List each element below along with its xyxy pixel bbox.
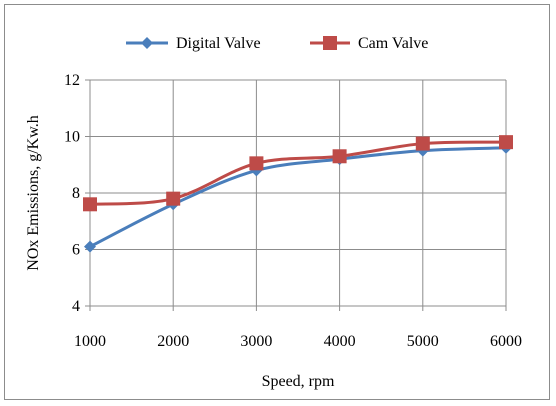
x-tick-label-1000: 1000: [74, 333, 106, 350]
series-layer: [83, 135, 513, 253]
legend-marker-cam-valve: [323, 36, 337, 50]
data-point-cam-valve-5000: [415, 136, 430, 151]
legend-label-cam-valve: Cam Valve: [358, 35, 428, 52]
series-cam-valve: [83, 135, 513, 212]
tick-labels: 4 6 8 10 12 1000 2000 3000 4000 5000 6000: [64, 72, 522, 350]
y-tick-label-6: 6: [72, 242, 80, 259]
y-tick-label-4: 4: [72, 298, 80, 315]
series-line-digital-valve: [89, 146, 507, 249]
legend-item-digital-valve: Digital Valve: [126, 35, 261, 52]
x-axis-title: Speed, rpm: [262, 373, 335, 390]
x-tick-label-6000: 6000: [490, 333, 522, 350]
legend-item-cam-valve: Cam Valve: [310, 35, 428, 52]
y-axis-title: NOx Emissions, g/Kw.h: [25, 115, 42, 270]
data-point-cam-valve-3000: [249, 156, 264, 171]
data-point-cam-valve-4000: [332, 149, 347, 164]
data-point-cam-valve-6000: [499, 135, 513, 150]
x-tick-label-5000: 5000: [407, 333, 439, 350]
data-point-cam-valve-1000: [83, 197, 97, 212]
data-point-cam-valve-2000: [166, 191, 181, 206]
x-tick-label-4000: 4000: [324, 333, 356, 350]
legend: Digital Valve Cam Valve: [126, 35, 428, 52]
x-tick-label-3000: 3000: [240, 333, 272, 350]
y-tick-label-10: 10: [64, 129, 80, 146]
axes: [85, 79, 507, 311]
legend-marker-digital-valve: [141, 37, 153, 49]
y-tick-label-8: 8: [72, 185, 80, 202]
x-tick-label-2000: 2000: [157, 333, 189, 350]
series-line-cam-valve: [89, 140, 507, 206]
y-tick-label-12: 12: [64, 72, 80, 89]
data-point-digital-valve-1000: [84, 240, 96, 253]
legend-label-digital-valve: Digital Valve: [176, 35, 261, 52]
